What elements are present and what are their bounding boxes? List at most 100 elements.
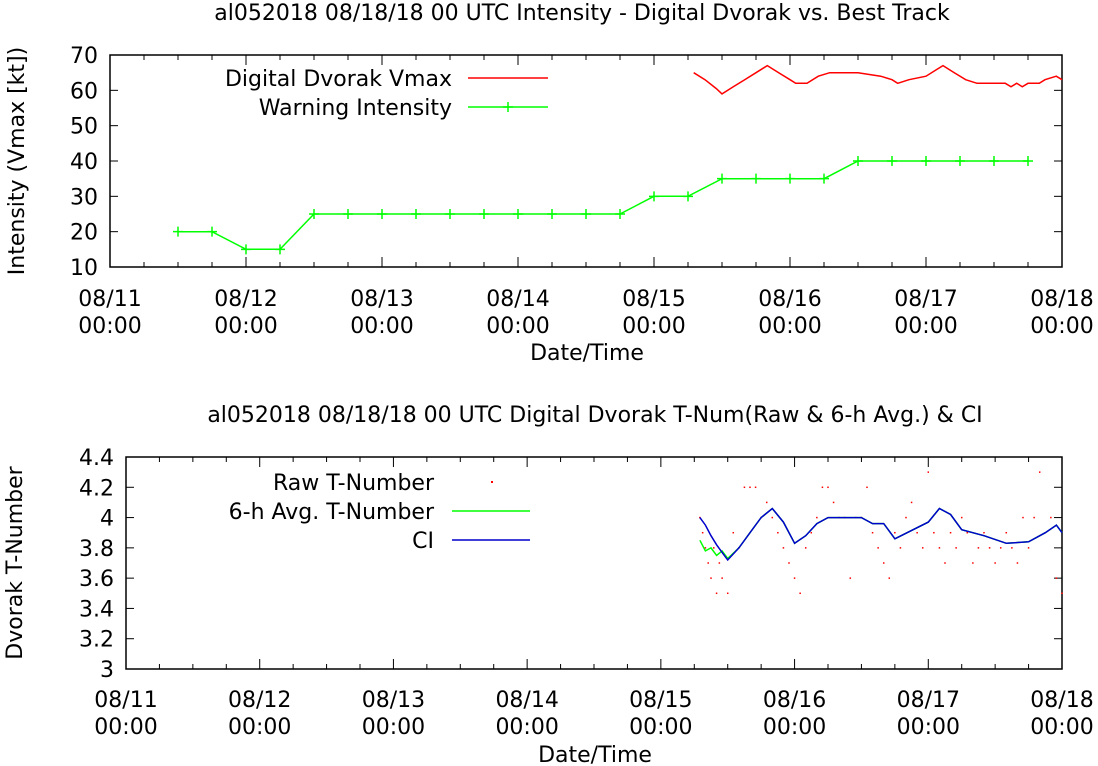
intensity-y-ticks: 10 20 30 40 50 60 70 — [70, 44, 1062, 281]
raw-tnumber-point — [718, 562, 721, 564]
warning-intensity-marker — [445, 209, 455, 219]
raw-tnumber-point — [1027, 547, 1030, 549]
raw-tnumber-point — [788, 562, 790, 564]
raw-tnumber-point — [804, 547, 807, 549]
warning-intensity-marker — [785, 173, 795, 184]
raw-tnumber-point — [707, 562, 709, 564]
warning-intensity-marker — [513, 209, 523, 219]
x-tick-date-label: 08/17 — [894, 287, 957, 312]
legend-label-raw-tnumber: Raw T-Number — [273, 471, 435, 496]
warning-intensity-marker — [955, 156, 965, 166]
raw-tnumber-point — [771, 516, 774, 519]
raw-tnumber-point — [699, 516, 701, 519]
warning-intensity-marker — [683, 191, 693, 202]
raw-tnumber-point — [960, 516, 963, 519]
raw-tnumber-point — [726, 592, 729, 595]
x-tick-date-label: 08/14 — [486, 287, 549, 312]
series-line-ci — [699, 507, 1063, 562]
raw-tnumber-point — [866, 486, 868, 489]
raw-tnumber-point — [782, 547, 785, 549]
y-tick-label: 40 — [70, 150, 98, 175]
warning-intensity-marker — [309, 209, 319, 219]
raw-tnumber-point — [877, 547, 879, 549]
tnumber-chart: al052018 08/18/18 00 UTC Digital Dvorak … — [3, 403, 1094, 766]
y-tick-label: 50 — [70, 115, 98, 140]
x-tick-time-label: 00:00 — [1030, 314, 1093, 339]
warning-intensity-marker — [887, 156, 897, 166]
y-tick-label: 30 — [70, 185, 98, 210]
intensity-y-axis-label: Intensity (Vmax [kt]) — [5, 47, 30, 275]
intensity-chart-title: al052018 08/18/18 00 UTC Intensity - Dig… — [214, 1, 950, 26]
x-tick-date-label: 08/15 — [622, 287, 685, 312]
legend-label-warning-intensity: Warning Intensity — [259, 96, 452, 121]
y-tick-label: 10 — [70, 256, 98, 281]
warning-intensity-marker — [241, 244, 251, 255]
raw-tnumber-point — [754, 486, 757, 489]
raw-tnumber-point — [910, 501, 913, 504]
raw-tnumber-point — [1061, 592, 1063, 595]
raw-tnumber-point — [1033, 516, 1035, 519]
raw-tnumber-point — [882, 562, 885, 564]
tnumber-x-ticks: 08/1100:0008/1200:0008/1300:0008/1400:00… — [94, 457, 1094, 740]
raw-tnumber-point — [816, 516, 818, 519]
raw-tnumber-point — [1038, 471, 1041, 473]
y-tick-label: 70 — [70, 44, 98, 69]
raw-tnumber-point — [1011, 547, 1013, 549]
legend-marker-warning-intensity — [503, 102, 513, 112]
x-tick-date-label: 08/11 — [94, 688, 157, 713]
warning-intensity-marker — [479, 209, 489, 219]
raw-tnumber-point — [899, 547, 902, 549]
intensity-x-ticks: 08/1100:0008/1200:0008/1300:0008/1400:00… — [78, 55, 1094, 339]
tnumber-legend: Raw T-Number 6-h Avg. T-Number CI — [229, 471, 530, 554]
raw-tnumber-point — [888, 577, 891, 579]
raw-tnumber-point — [916, 531, 918, 534]
tnumber-y-axis-label: Dvorak T-Number — [3, 465, 28, 659]
raw-tnumber-point — [938, 547, 941, 549]
raw-tnumber-point — [871, 531, 874, 534]
raw-tnumber-point — [1055, 577, 1058, 579]
legend-label-dvorak-vmax: Digital Dvorak Vmax — [225, 67, 452, 92]
tnumber-series — [699, 471, 1063, 595]
warning-intensity-marker — [343, 209, 353, 219]
raw-tnumber-point — [799, 592, 801, 595]
raw-tnumber-point — [983, 531, 985, 534]
y-tick-label: 3.4 — [79, 597, 114, 622]
raw-tnumber-point — [994, 562, 996, 564]
warning-intensity-marker — [921, 156, 931, 166]
x-tick-date-label: 08/16 — [758, 287, 821, 312]
raw-tnumber-point — [944, 562, 946, 564]
raw-tnumber-point — [977, 547, 980, 549]
raw-tnumber-point — [777, 531, 779, 534]
raw-tnumber-point — [949, 531, 952, 534]
raw-tnumber-point — [710, 577, 712, 579]
y-tick-label: 60 — [70, 79, 98, 104]
y-tick-label: 4 — [100, 507, 114, 532]
raw-tnumber-point — [793, 577, 796, 579]
warning-intensity-marker — [649, 191, 659, 202]
series-line-digital-dvorak-vmax — [693, 64, 1063, 95]
raw-tnumber-point — [972, 562, 974, 564]
raw-tnumber-point — [1005, 531, 1008, 534]
x-tick-date-label: 08/17 — [897, 688, 960, 713]
x-tick-time-label: 00:00 — [228, 715, 291, 740]
x-tick-time-label: 00:00 — [350, 314, 413, 339]
intensity-chart: al052018 08/18/18 00 UTC Intensity - Dig… — [5, 1, 1094, 366]
warning-intensity-marker — [751, 173, 761, 184]
warning-intensity-marker — [411, 209, 421, 219]
raw-tnumber-point — [732, 531, 735, 534]
x-tick-date-label: 08/15 — [629, 688, 692, 713]
raw-tnumber-point — [765, 501, 768, 504]
x-tick-time-label: 00:00 — [214, 314, 277, 339]
raw-tnumber-point — [827, 486, 829, 489]
series-line-6-h-avg-t-number — [699, 507, 1063, 560]
raw-tnumber-point — [927, 471, 930, 473]
raw-tnumber-point — [832, 501, 835, 504]
raw-tnumber-point — [1022, 516, 1024, 519]
raw-tnumber-point — [988, 547, 991, 549]
y-tick-label: 3.8 — [79, 537, 114, 562]
warning-intensity-marker — [275, 244, 285, 255]
tnumber-plot-frame — [125, 456, 1063, 670]
y-tick-label: 3.6 — [79, 567, 114, 592]
intensity-legend: Digital Dvorak Vmax Warning Intensity — [225, 67, 548, 121]
x-tick-date-label: 08/12 — [228, 688, 291, 713]
